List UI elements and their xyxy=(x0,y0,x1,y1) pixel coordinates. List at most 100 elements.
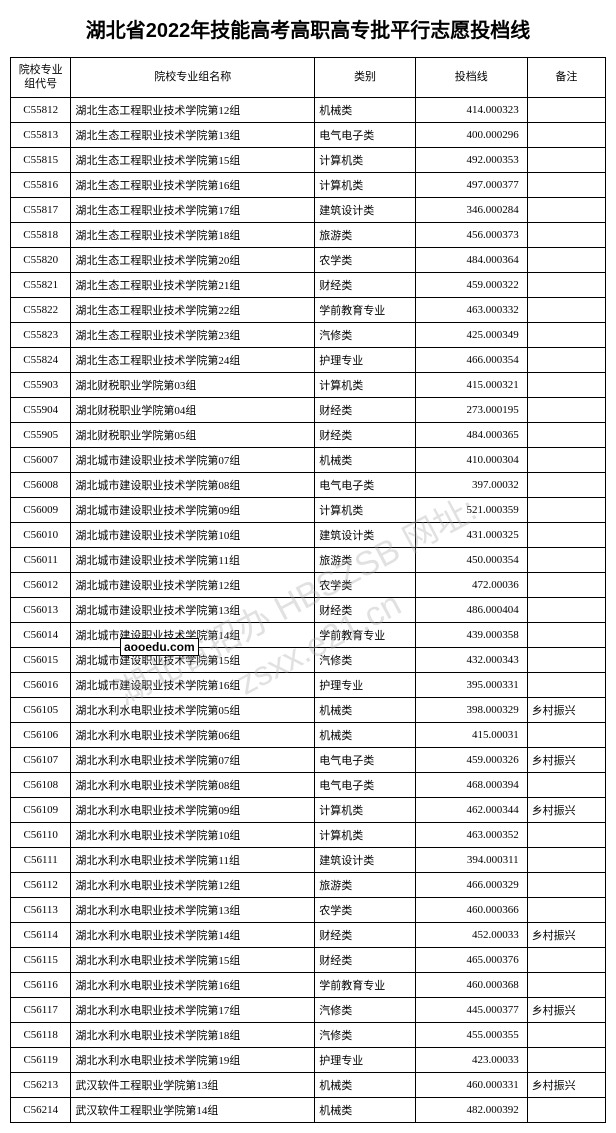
score-table: 院校专业组代号 院校专业组名称 类别 投档线 备注 C55812湖北生态工程职业… xyxy=(10,57,606,1123)
cell-score: 445.000377 xyxy=(415,998,527,1023)
table-row: C55824湖北生态工程职业技术学院第24组护理专业466.000354 xyxy=(11,348,606,373)
table-row: C56113湖北水利水电职业技术学院第13组农学类460.000366 xyxy=(11,898,606,923)
table-row: C56012湖北城市建设职业技术学院第12组农学类472.00036 xyxy=(11,573,606,598)
cell-score: 521.000359 xyxy=(415,498,527,523)
cell-score: 463.000332 xyxy=(415,298,527,323)
cell-score: 455.000355 xyxy=(415,1023,527,1048)
table-row: C56110湖北水利水电职业技术学院第10组计算机类463.000352 xyxy=(11,823,606,848)
table-row: C56112湖北水利水电职业技术学院第12组旅游类466.000329 xyxy=(11,873,606,898)
cell-cat: 农学类 xyxy=(315,248,416,273)
table-row: C56010湖北城市建设职业技术学院第10组建筑设计类431.000325 xyxy=(11,523,606,548)
cell-remark xyxy=(527,823,605,848)
cell-name: 湖北水利水电职业技术学院第05组 xyxy=(71,698,315,723)
table-row: C55903湖北财税职业学院第03组计算机类415.000321 xyxy=(11,373,606,398)
cell-code: C55905 xyxy=(11,423,71,448)
table-row: C55815湖北生态工程职业技术学院第15组计算机类492.000353 xyxy=(11,148,606,173)
cell-score: 410.000304 xyxy=(415,448,527,473)
cell-cat: 学前教育专业 xyxy=(315,623,416,648)
cell-code: C56111 xyxy=(11,848,71,873)
cell-score: 432.000343 xyxy=(415,648,527,673)
cell-cat: 汽修类 xyxy=(315,648,416,673)
cell-code: C55821 xyxy=(11,273,71,298)
table-row: C55823湖北生态工程职业技术学院第23组汽修类425.000349 xyxy=(11,323,606,348)
cell-name: 湖北生态工程职业技术学院第17组 xyxy=(71,198,315,223)
cell-name: 湖北城市建设职业技术学院第15组 xyxy=(71,648,315,673)
cell-score: 484.000365 xyxy=(415,423,527,448)
cell-score: 465.000376 xyxy=(415,948,527,973)
cell-code: C56106 xyxy=(11,723,71,748)
page-title: 湖北省2022年技能高考高职高专批平行志愿投档线 xyxy=(10,14,606,43)
cell-remark xyxy=(527,848,605,873)
cell-cat: 汽修类 xyxy=(315,1023,416,1048)
cell-name: 湖北生态工程职业技术学院第21组 xyxy=(71,273,315,298)
cell-score: 492.000353 xyxy=(415,148,527,173)
table-row: C56107湖北水利水电职业技术学院第07组电气电子类459.000326乡村振… xyxy=(11,748,606,773)
cell-score: 400.000296 xyxy=(415,123,527,148)
cell-score: 397.00032 xyxy=(415,473,527,498)
col-header-score: 投档线 xyxy=(415,58,527,98)
cell-remark xyxy=(527,523,605,548)
cell-cat: 机械类 xyxy=(315,723,416,748)
cell-cat: 计算机类 xyxy=(315,373,416,398)
table-row: C56117湖北水利水电职业技术学院第17组汽修类445.000377乡村振兴 xyxy=(11,998,606,1023)
cell-cat: 电气电子类 xyxy=(315,748,416,773)
cell-name: 湖北水利水电职业技术学院第18组 xyxy=(71,1023,315,1048)
cell-code: C56117 xyxy=(11,998,71,1023)
cell-remark xyxy=(527,373,605,398)
cell-cat: 汽修类 xyxy=(315,998,416,1023)
cell-remark xyxy=(527,323,605,348)
cell-name: 湖北城市建设职业技术学院第07组 xyxy=(71,448,315,473)
cell-code: C56015 xyxy=(11,648,71,673)
col-header-code: 院校专业组代号 xyxy=(11,58,71,98)
cell-score: 460.000331 xyxy=(415,1073,527,1098)
cell-cat: 财经类 xyxy=(315,423,416,448)
table-row: C56105湖北水利水电职业技术学院第05组机械类398.000329乡村振兴 xyxy=(11,698,606,723)
cell-name: 湖北生态工程职业技术学院第12组 xyxy=(71,98,315,123)
cell-name: 湖北城市建设职业技术学院第14组 xyxy=(71,623,315,648)
cell-remark xyxy=(527,773,605,798)
cell-cat: 财经类 xyxy=(315,923,416,948)
cell-score: 456.000373 xyxy=(415,223,527,248)
cell-score: 466.000354 xyxy=(415,348,527,373)
table-row: C56015湖北城市建设职业技术学院第15组汽修类432.000343 xyxy=(11,648,606,673)
cell-remark xyxy=(527,873,605,898)
table-row: C55817湖北生态工程职业技术学院第17组建筑设计类346.000284 xyxy=(11,198,606,223)
cell-remark xyxy=(527,1048,605,1073)
cell-code: C55820 xyxy=(11,248,71,273)
cell-code: C56007 xyxy=(11,448,71,473)
cell-cat: 电气电子类 xyxy=(315,123,416,148)
table-row: C56111湖北水利水电职业技术学院第11组建筑设计类394.000311 xyxy=(11,848,606,873)
table-row: C56011湖北城市建设职业技术学院第11组旅游类450.000354 xyxy=(11,548,606,573)
cell-score: 398.000329 xyxy=(415,698,527,723)
cell-score: 460.000368 xyxy=(415,973,527,998)
cell-code: C56109 xyxy=(11,798,71,823)
cell-remark xyxy=(527,148,605,173)
table-row: C56014湖北城市建设职业技术学院第14组学前教育专业439.000358 xyxy=(11,623,606,648)
table-row: C55813湖北生态工程职业技术学院第13组电气电子类400.000296 xyxy=(11,123,606,148)
cell-code: C55818 xyxy=(11,223,71,248)
table-row: C55821湖北生态工程职业技术学院第21组财经类459.000322 xyxy=(11,273,606,298)
cell-name: 湖北城市建设职业技术学院第13组 xyxy=(71,598,315,623)
cell-code: C56119 xyxy=(11,1048,71,1073)
cell-remark xyxy=(527,548,605,573)
cell-remark xyxy=(527,973,605,998)
cell-code: C56105 xyxy=(11,698,71,723)
cell-cat: 电气电子类 xyxy=(315,773,416,798)
cell-name: 湖北水利水电职业技术学院第07组 xyxy=(71,748,315,773)
cell-cat: 建筑设计类 xyxy=(315,848,416,873)
table-row: C55816湖北生态工程职业技术学院第16组计算机类497.000377 xyxy=(11,173,606,198)
cell-code: C55903 xyxy=(11,373,71,398)
cell-score: 450.000354 xyxy=(415,548,527,573)
cell-name: 武汉软件工程职业学院第13组 xyxy=(71,1073,315,1098)
cell-score: 425.000349 xyxy=(415,323,527,348)
cell-remark xyxy=(527,598,605,623)
cell-name: 湖北水利水电职业技术学院第15组 xyxy=(71,948,315,973)
cell-remark xyxy=(527,173,605,198)
cell-code: C56107 xyxy=(11,748,71,773)
cell-name: 湖北生态工程职业技术学院第20组 xyxy=(71,248,315,273)
cell-remark xyxy=(527,573,605,598)
cell-name: 湖北水利水电职业技术学院第14组 xyxy=(71,923,315,948)
cell-name: 湖北水利水电职业技术学院第06组 xyxy=(71,723,315,748)
cell-name: 湖北城市建设职业技术学院第09组 xyxy=(71,498,315,523)
cell-score: 452.00033 xyxy=(415,923,527,948)
